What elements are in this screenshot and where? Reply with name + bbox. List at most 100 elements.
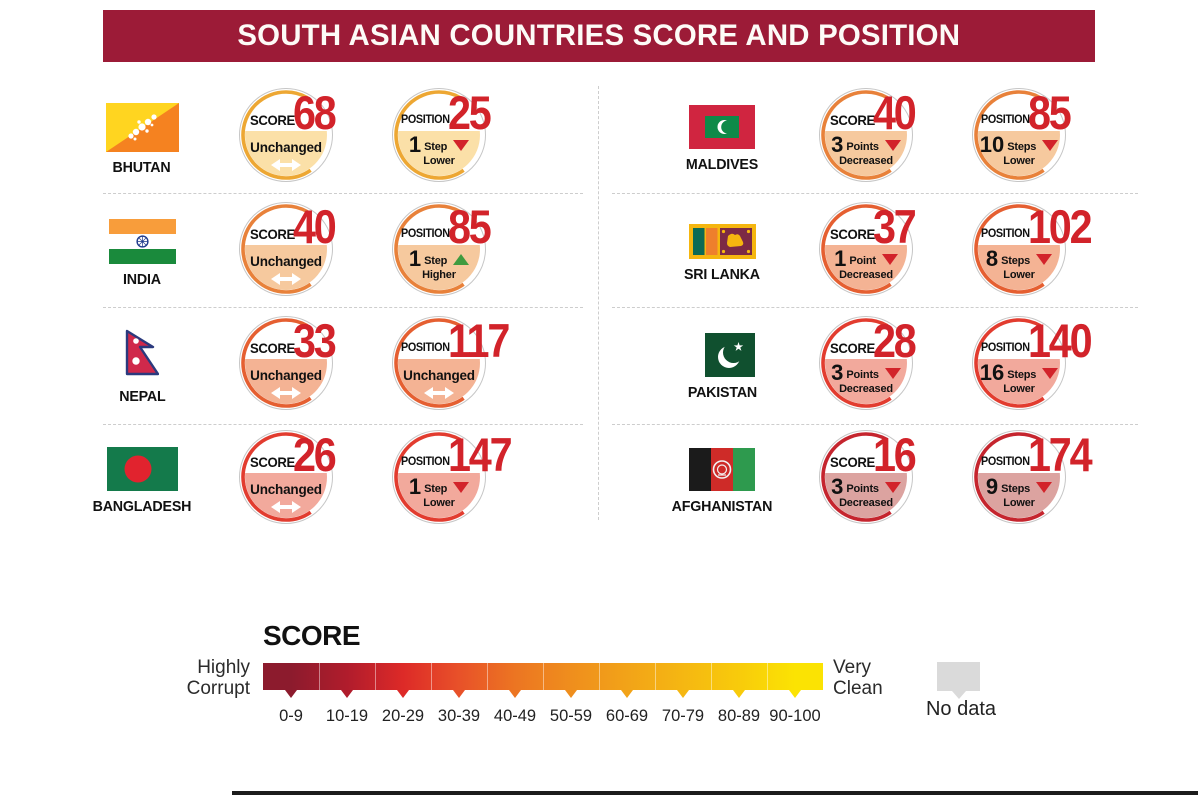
down-triangle-icon: [1036, 482, 1053, 493]
gauge-fill: [825, 208, 907, 290]
gauge-ring-icon: [239, 316, 333, 410]
down-triangle-icon: [884, 368, 901, 379]
range-label: 0-9: [279, 707, 303, 725]
country-flag: [108, 218, 176, 264]
country-row: INDIA SCORE 40 Unchanged POSITION 85 1 St…: [101, 194, 616, 306]
gauge-ring-icon: [239, 202, 333, 296]
country-name: SRI LANKA: [684, 265, 760, 283]
change-direction: Lower: [1003, 497, 1035, 509]
position-gauge: POSITION 85 10 Steps Lower: [971, 86, 1072, 183]
country-flag: [689, 105, 755, 149]
position-change: 1 Step Lower: [391, 474, 487, 510]
change-amount: 1: [834, 246, 847, 271]
range-pointer-icon: [397, 690, 409, 698]
change-amount: 3: [831, 360, 844, 385]
position-value: 147: [448, 428, 513, 481]
score-change: Unchanged: [238, 474, 334, 513]
country-flag-block: PAKISTAN: [681, 308, 763, 420]
score-gauge: SCORE 37 1 Point Decreased: [818, 201, 917, 297]
change-direction: Lower: [1003, 269, 1035, 281]
range-label: 80-89: [717, 707, 761, 725]
gauge-fill: [825, 436, 907, 518]
gauge-fill: [398, 208, 480, 290]
segment-divider: [431, 663, 432, 690]
change-unit: Point: [849, 255, 876, 267]
country-flag-block: SRI LANKA: [681, 194, 763, 306]
left-right-arrow-icon: [271, 159, 301, 171]
score-change: 3 Points Decreased: [818, 360, 914, 396]
score-value: 33: [293, 314, 337, 367]
score-change: Unchanged: [238, 132, 334, 171]
range-pointer-icon: [341, 690, 353, 698]
gauge-fill: [825, 94, 907, 176]
gauge-ring-icon: [972, 430, 1066, 524]
gauge-fill: [398, 94, 480, 176]
gauge-ring-icon: [392, 316, 486, 410]
position-value: 85: [1028, 86, 1072, 139]
change-line: 1 Step: [391, 248, 487, 270]
gauge-ring-icon: [819, 316, 913, 410]
bottom-edge-strip: [232, 791, 1198, 795]
country-row: PAKISTAN SCORE 28 3 Points Decreased POSIT…: [681, 308, 1196, 420]
score-gauge: SCORE 26 Unchanged: [238, 429, 337, 525]
down-triangle-icon: [881, 254, 898, 265]
legend-title: SCORE: [263, 620, 361, 651]
gauge-label: SCORE: [830, 454, 875, 470]
gauge-label: POSITION: [401, 228, 450, 240]
gauge-ring-icon: [392, 88, 486, 182]
position-change: 8 Steps Lower: [971, 246, 1067, 282]
change-amount: 8: [985, 246, 999, 271]
title-banner: SOUTH ASIAN COUNTRIES SCORE AND POSITION: [103, 10, 1095, 62]
gauge-label: POSITION: [981, 228, 1030, 240]
country-row: MALDIVES SCORE 40 3 Points Decreased POSIT…: [681, 80, 1196, 192]
gauge-label: POSITION: [981, 456, 1030, 468]
change-direction: Lower: [1003, 383, 1035, 395]
left-right-arrow-icon: [424, 387, 454, 399]
gauge-fill: [398, 436, 480, 518]
change-line: 1 Point: [818, 248, 914, 270]
down-triangle-icon: [1036, 254, 1053, 265]
country-name: PAKISTAN: [687, 384, 757, 401]
country-row: AFGHANISTAN SCORE 16 3 Points Decreased PO…: [672, 422, 1196, 534]
gauge-fill: [245, 436, 327, 518]
country-row: NEPAL SCORE 33 Unchanged POSITION 117 Un…: [101, 308, 616, 420]
position-value: 140: [1028, 314, 1093, 367]
change-amount: 1: [408, 246, 422, 271]
change-unit: Points: [846, 369, 879, 381]
range-label: 20-29: [381, 707, 425, 725]
down-triangle-icon: [884, 140, 901, 151]
change-line: 3 Points: [818, 476, 914, 498]
range-pointer-icon: [789, 690, 801, 698]
left-right-arrow-icon: [271, 501, 301, 513]
position-value: 174: [1028, 428, 1093, 481]
position-value: 25: [448, 86, 492, 139]
score-range-labels: 0-9 10-19 20-29 30-39 40-49 50-59 60-69 70-79 80…: [263, 707, 823, 726]
score-gauge: SCORE 40 3 Points Decreased: [818, 87, 917, 183]
country-flag: [689, 333, 755, 377]
range-pointer-icon: [285, 690, 297, 698]
gauge-ring-icon: [239, 430, 333, 524]
score-change: 3 Points Decreased: [818, 474, 914, 510]
country-name: BANGLADESH: [92, 498, 192, 515]
gauge-fill: [978, 322, 1060, 404]
change-label: Unchanged: [250, 254, 322, 269]
gauge-ring-icon: [239, 88, 333, 182]
change-direction: Decreased: [839, 269, 893, 281]
change-line: 16 Steps: [971, 362, 1067, 384]
no-data-swatch-tail: [951, 691, 966, 699]
country-flag: [106, 447, 178, 491]
country-row: SRI LANKA SCORE 37 1 Point Decreased POSIT…: [681, 194, 1196, 306]
country-name: BHUTAN: [113, 158, 171, 176]
score-value: 68: [293, 86, 337, 139]
change-line: 1 Step: [391, 476, 487, 498]
range-pointer-icon: [733, 690, 745, 698]
gauge-label: POSITION: [401, 342, 450, 354]
country-name: INDIA: [123, 270, 161, 288]
country-flag-block: BHUTAN: [101, 80, 183, 192]
legend-left-label: Highly Corrupt: [186, 657, 250, 699]
score-change: Unchanged: [238, 360, 334, 399]
change-unit: Steps: [1001, 483, 1031, 495]
score-value: 16: [873, 428, 917, 481]
country-flag: [689, 447, 755, 491]
